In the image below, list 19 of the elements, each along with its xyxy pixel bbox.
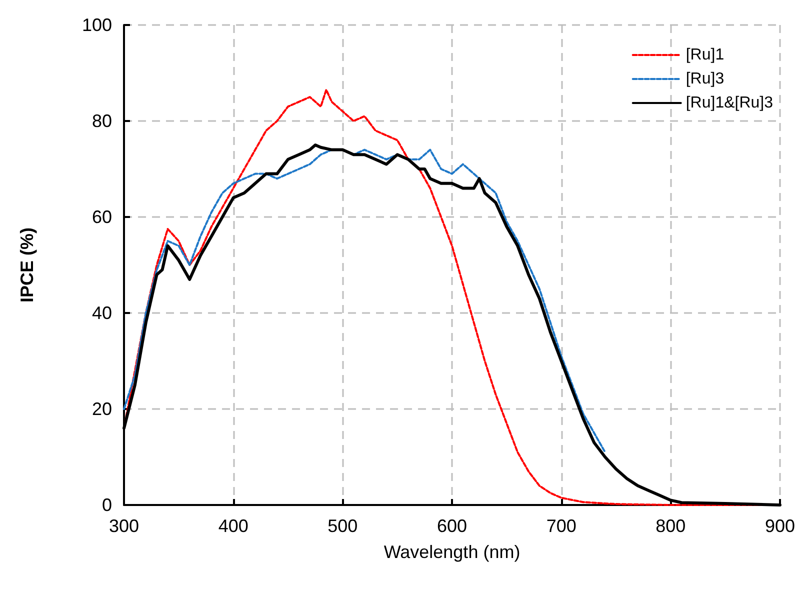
y-tick-label: 60 <box>92 207 112 227</box>
x-tick-label: 700 <box>546 516 576 536</box>
y-axis-title: IPCE (%) <box>17 227 37 303</box>
legend-label: [Ru]1 <box>686 46 724 64</box>
y-tick-label: 20 <box>92 399 112 419</box>
line-series <box>123 148 606 454</box>
x-tick-label: 900 <box>764 516 796 536</box>
x-tick-label: 400 <box>218 516 248 536</box>
y-tick-label: 0 <box>102 495 112 515</box>
x-axis-title: Wavelength (nm) <box>384 542 520 562</box>
x-tick-label: 600 <box>436 516 468 536</box>
y-tick-label: 80 <box>92 111 112 131</box>
legend-label: [Ru]1&[Ru]3 <box>686 94 774 112</box>
y-tick-label: 100 <box>82 15 112 35</box>
legend-label: [Ru]3 <box>686 70 724 88</box>
x-tick-label: 500 <box>328 516 358 536</box>
x-tick-label: 300 <box>108 516 140 536</box>
x-tick-label: 800 <box>656 516 686 536</box>
y-tick-label: 40 <box>92 303 112 323</box>
